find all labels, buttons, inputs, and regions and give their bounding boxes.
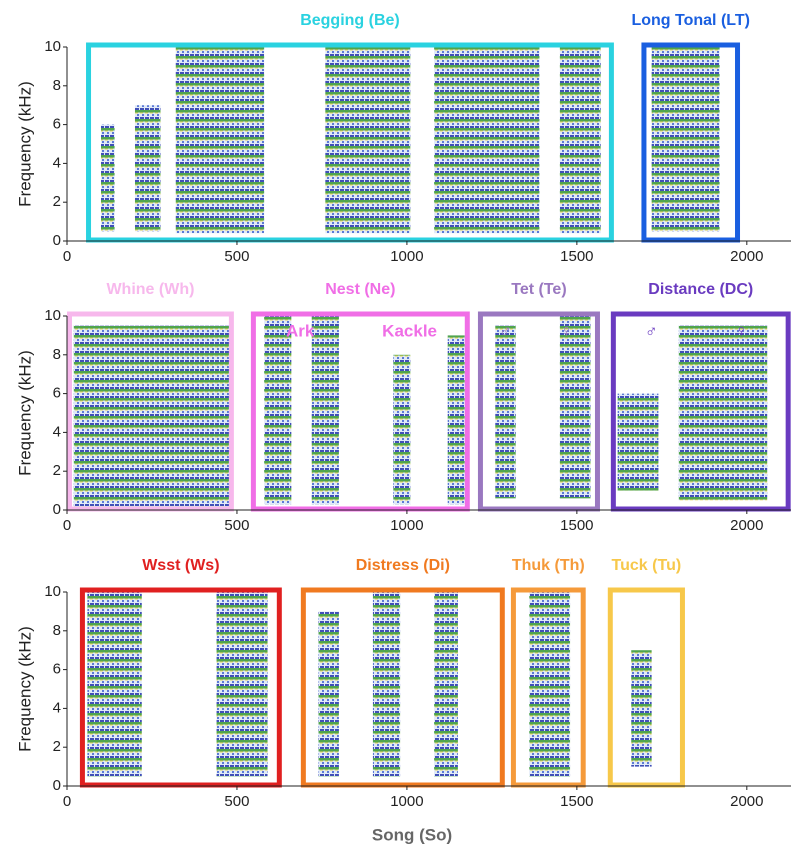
box-title: Long Tonal (LT) bbox=[631, 12, 749, 29]
syllable bbox=[311, 316, 339, 505]
syllable bbox=[434, 592, 458, 777]
x-tick-label: 500 bbox=[224, 793, 249, 810]
syllable bbox=[559, 47, 601, 234]
syllable bbox=[678, 325, 768, 501]
box-title: Thuk (Th) bbox=[512, 557, 585, 574]
call-box bbox=[250, 311, 470, 512]
y-tick-label: 4 bbox=[53, 699, 61, 716]
annotation: Kackle bbox=[382, 321, 437, 340]
x-tick-label: 2000 bbox=[730, 793, 763, 810]
syllable bbox=[434, 47, 540, 234]
x-tick-label: 1500 bbox=[560, 248, 593, 265]
call-box bbox=[86, 42, 614, 243]
syllable bbox=[318, 611, 339, 777]
call-box bbox=[641, 42, 741, 243]
x-tick-label: 1000 bbox=[390, 517, 423, 534]
syllable bbox=[617, 393, 659, 491]
x-tick-label: 1000 bbox=[390, 248, 423, 265]
box-title: Distress (Di) bbox=[356, 557, 450, 574]
y-tick-label: 4 bbox=[53, 423, 61, 440]
x-tick-label: 1000 bbox=[390, 793, 423, 810]
caption: Song (So) bbox=[372, 825, 452, 844]
syllable bbox=[100, 124, 115, 232]
x-tick-label: 1500 bbox=[560, 793, 593, 810]
y-tick-label: 6 bbox=[53, 116, 61, 133]
annotation: ♂ bbox=[499, 321, 512, 340]
annotation: ♂ bbox=[645, 321, 658, 340]
call-box bbox=[510, 587, 586, 788]
syllable bbox=[325, 47, 411, 234]
box-title: Whine (Wh) bbox=[106, 281, 194, 298]
syllable bbox=[175, 47, 265, 234]
syllable bbox=[134, 105, 161, 232]
call-box bbox=[300, 587, 505, 788]
y-tick-label: 2 bbox=[53, 462, 61, 479]
y-tick-label: 2 bbox=[53, 193, 61, 210]
y-tick-label: 4 bbox=[53, 154, 61, 171]
box-title: Nest (Ne) bbox=[325, 281, 395, 298]
y-tick-label: 6 bbox=[53, 661, 61, 678]
call-box bbox=[607, 587, 685, 788]
x-tick-label: 0 bbox=[63, 793, 71, 810]
syllable bbox=[73, 325, 231, 507]
call-box bbox=[67, 311, 234, 512]
x-tick-label: 2000 bbox=[730, 517, 763, 534]
y-tick-label: 0 bbox=[53, 777, 61, 794]
x-tick-label: 500 bbox=[224, 248, 249, 265]
y-axis-label: Frequency (kHz) bbox=[15, 626, 34, 752]
y-axis-label: Frequency (kHz) bbox=[15, 350, 34, 476]
x-tick-label: 0 bbox=[63, 517, 71, 534]
syllable bbox=[264, 316, 292, 505]
y-tick-label: 8 bbox=[53, 346, 61, 363]
syllable bbox=[631, 650, 652, 767]
box-title: Wsst (Ws) bbox=[142, 557, 219, 574]
annotation: ♀ bbox=[560, 321, 573, 340]
box-title: Tuck (Tu) bbox=[612, 557, 682, 574]
y-tick-label: 6 bbox=[53, 385, 61, 402]
y-tick-label: 8 bbox=[53, 622, 61, 639]
x-tick-label: 2000 bbox=[730, 248, 763, 265]
syllable bbox=[87, 592, 142, 777]
y-tick-label: 10 bbox=[44, 583, 61, 600]
syllable bbox=[529, 592, 571, 777]
annotation: Ark bbox=[286, 321, 315, 340]
call-box bbox=[79, 587, 282, 788]
x-tick-label: 0 bbox=[63, 248, 71, 265]
box-title: Begging (Be) bbox=[300, 12, 400, 29]
syllable bbox=[559, 316, 591, 499]
y-tick-label: 10 bbox=[44, 38, 61, 55]
y-tick-label: 8 bbox=[53, 77, 61, 94]
box-title: Tet (Te) bbox=[511, 281, 566, 298]
y-tick-label: 0 bbox=[53, 501, 61, 518]
y-tick-label: 10 bbox=[44, 307, 61, 324]
syllable bbox=[495, 325, 516, 499]
box-title: Distance (DC) bbox=[648, 281, 753, 298]
syllable bbox=[651, 47, 720, 232]
annotation: ♀ bbox=[735, 321, 748, 340]
syllable bbox=[216, 592, 268, 777]
syllable bbox=[393, 354, 411, 505]
x-tick-label: 500 bbox=[224, 517, 249, 534]
y-tick-label: 0 bbox=[53, 232, 61, 249]
syllable bbox=[447, 335, 465, 505]
syllable bbox=[372, 592, 401, 777]
x-tick-label: 1500 bbox=[560, 517, 593, 534]
call-box bbox=[610, 311, 791, 512]
y-tick-label: 2 bbox=[53, 738, 61, 755]
y-axis-label: Frequency (kHz) bbox=[15, 81, 34, 207]
call-box bbox=[477, 311, 600, 512]
